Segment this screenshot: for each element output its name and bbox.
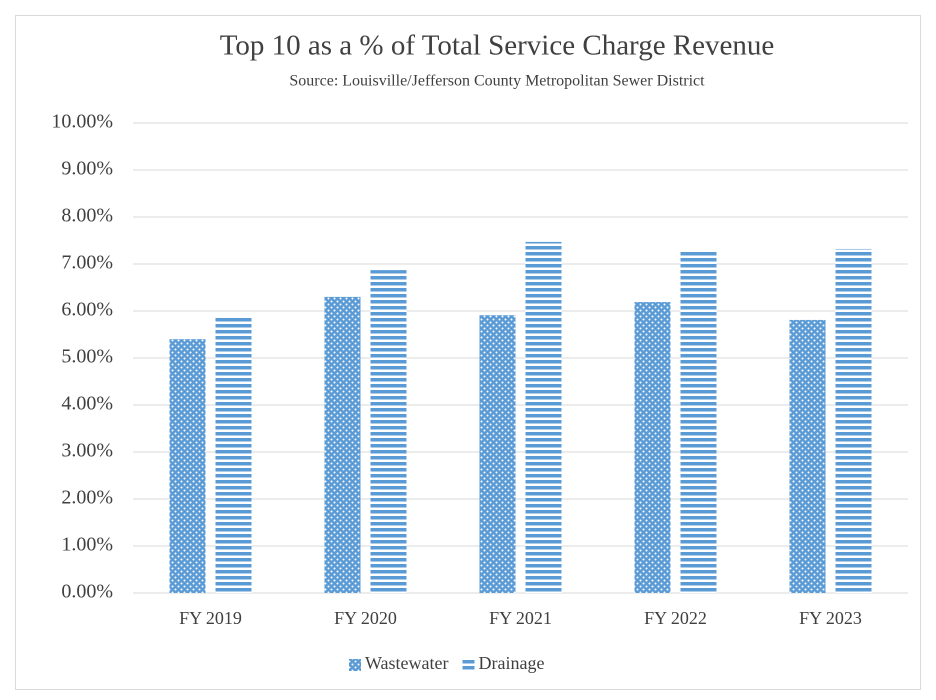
bar (324, 296, 361, 593)
bar (370, 270, 407, 593)
bar (835, 248, 872, 593)
y-tick-label: 10.00% (51, 111, 113, 133)
bar (215, 317, 252, 593)
bar (525, 241, 562, 593)
bar (634, 302, 671, 593)
y-tick-label: 6.00% (61, 299, 113, 321)
x-tick-label: FY 2019 (179, 608, 242, 628)
legend-swatch (462, 659, 475, 671)
legend-label: Wastewater (365, 653, 449, 673)
bar (789, 319, 826, 593)
y-tick-label: 5.00% (61, 346, 113, 368)
y-tick-label: 1.00% (61, 534, 113, 556)
chart-border (15, 15, 921, 690)
bar (169, 339, 206, 593)
y-tick-label: 9.00% (61, 158, 113, 180)
chart-title: Top 10 as a % of Total Service Charge Re… (220, 30, 775, 62)
y-tick-label: 2.00% (61, 487, 113, 509)
legend-label: Drainage (479, 653, 545, 673)
bar (479, 315, 516, 593)
y-tick-label: 0.00% (61, 581, 113, 603)
bar (680, 250, 717, 593)
x-tick-label: FY 2021 (489, 608, 552, 628)
x-tick-label: FY 2020 (334, 608, 397, 628)
x-tick-label: FY 2023 (799, 608, 862, 628)
y-tick-label: 8.00% (61, 205, 113, 227)
x-tick-label: FY 2022 (644, 608, 707, 628)
y-tick-label: 4.00% (61, 393, 113, 415)
y-tick-label: 7.00% (61, 252, 113, 274)
chart-subtitle: Source: Louisville/Jefferson County Metr… (289, 73, 705, 90)
y-tick-label: 3.00% (61, 440, 113, 462)
legend-swatch (349, 659, 361, 671)
